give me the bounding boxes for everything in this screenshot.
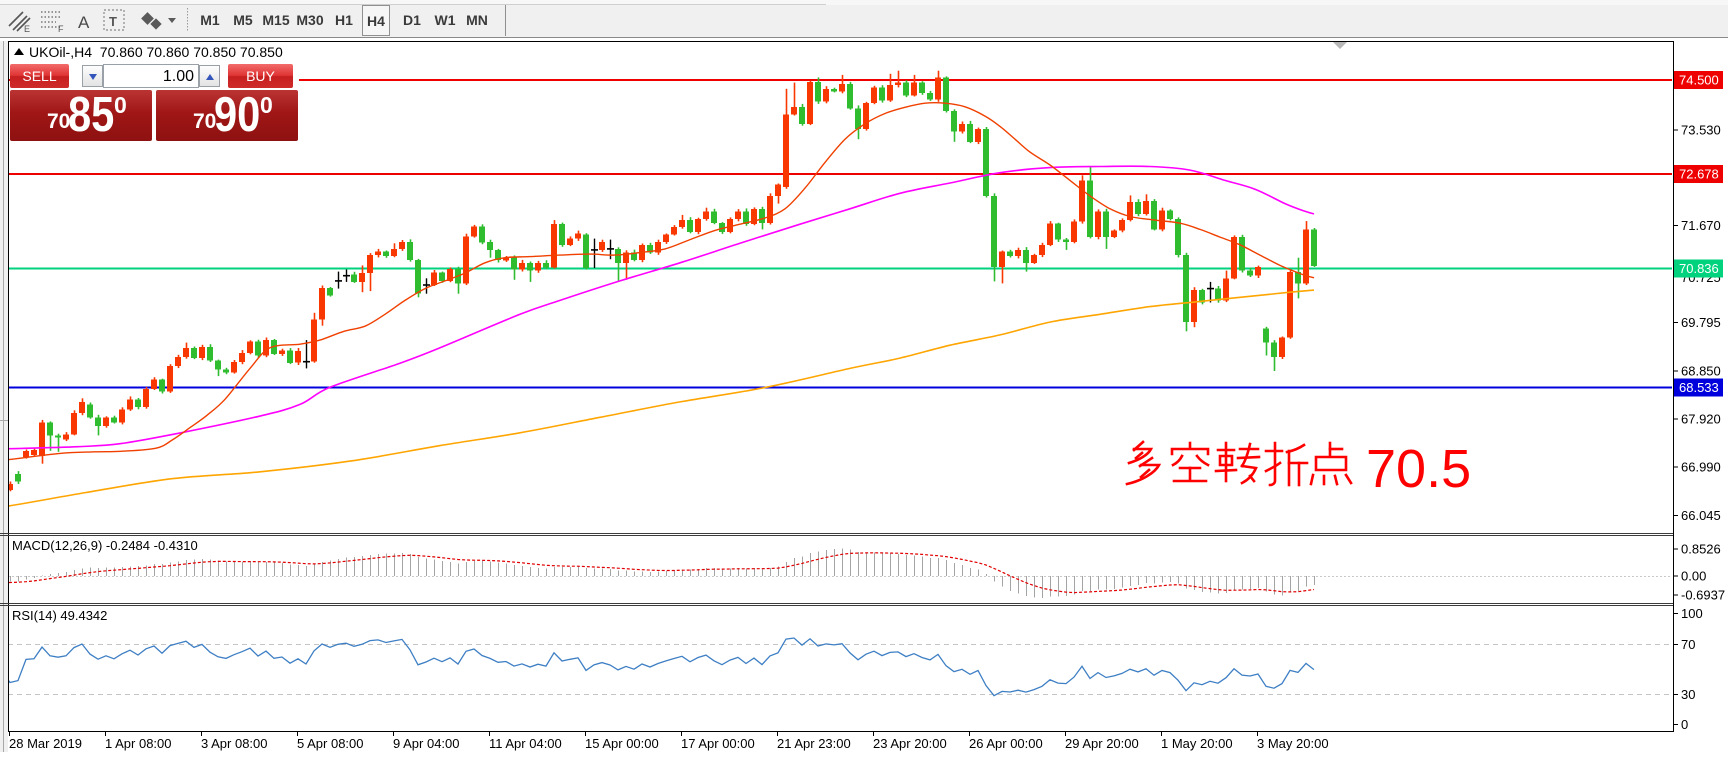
svg-text:F: F (58, 24, 64, 34)
svg-text:15 Apr 00:00: 15 Apr 00:00 (585, 736, 659, 751)
svg-text:72.678: 72.678 (1679, 166, 1719, 181)
svg-text:5 Apr 08:00: 5 Apr 08:00 (297, 736, 364, 751)
svg-text:0.00: 0.00 (1681, 569, 1706, 584)
svg-text:23 Apr 20:00: 23 Apr 20:00 (873, 736, 947, 751)
svg-text:21 Apr 23:00: 21 Apr 23:00 (777, 736, 851, 751)
svg-text:30: 30 (1681, 687, 1695, 702)
svg-text:11 Apr 04:00: 11 Apr 04:00 (489, 736, 562, 751)
svg-text:66.045: 66.045 (1681, 508, 1721, 523)
svg-text:68.533: 68.533 (1679, 380, 1719, 395)
svg-text:68.850: 68.850 (1681, 364, 1721, 379)
svg-text:66.990: 66.990 (1681, 459, 1721, 474)
svg-text:70.836: 70.836 (1679, 261, 1719, 276)
svg-text:17 Apr 00:00: 17 Apr 00:00 (681, 736, 755, 751)
svg-text:0.8526: 0.8526 (1681, 542, 1721, 557)
svg-text:70.5: 70.5 (1366, 439, 1471, 499)
svg-text:1 May 20:00: 1 May 20:00 (1161, 736, 1233, 751)
svg-text:69.795: 69.795 (1681, 315, 1721, 330)
svg-text:T: T (109, 14, 117, 29)
svg-text:71.670: 71.670 (1681, 218, 1721, 233)
svg-text:70: 70 (1681, 637, 1695, 652)
svg-text:0: 0 (1681, 717, 1688, 732)
svg-text:1 Apr 08:00: 1 Apr 08:00 (105, 736, 172, 751)
svg-text:3 May 20:00: 3 May 20:00 (1257, 736, 1329, 751)
svg-text:-0.6937: -0.6937 (1681, 588, 1725, 603)
svg-text:A: A (78, 13, 90, 32)
svg-text:74.500: 74.500 (1679, 73, 1719, 88)
svg-text:29 Apr 20:00: 29 Apr 20:00 (1065, 736, 1139, 751)
svg-text:MACD(12,26,9) -0.2484 -0.4310: MACD(12,26,9) -0.2484 -0.4310 (12, 538, 198, 553)
svg-text:RSI(14) 49.4342: RSI(14) 49.4342 (12, 608, 107, 623)
svg-text:9 Apr 04:00: 9 Apr 04:00 (393, 736, 460, 751)
svg-text:100: 100 (1681, 606, 1703, 621)
svg-text:UKOil-,H4 70.860 70.860 70.85: UKOil-,H4 70.860 70.860 70.850 70.850 (29, 44, 283, 60)
svg-text:28 Mar 2019: 28 Mar 2019 (9, 736, 82, 751)
svg-text:E: E (24, 24, 30, 34)
svg-text:73.530: 73.530 (1681, 123, 1721, 138)
svg-text:67.920: 67.920 (1681, 411, 1721, 426)
svg-text:26 Apr 00:00: 26 Apr 00:00 (969, 736, 1043, 751)
svg-text:3 Apr 08:00: 3 Apr 08:00 (201, 736, 268, 751)
